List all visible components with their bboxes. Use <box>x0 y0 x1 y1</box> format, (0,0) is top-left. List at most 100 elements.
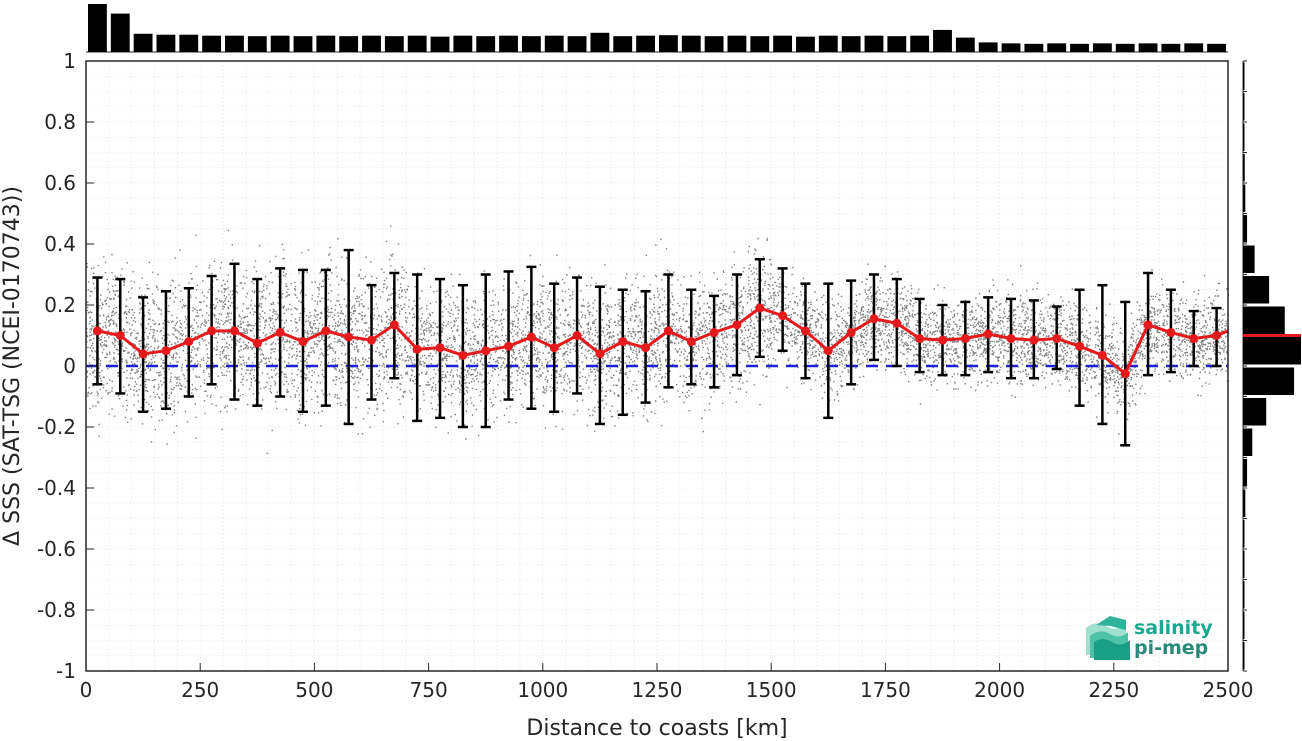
wave-logo-icon <box>1086 616 1130 660</box>
mean-point <box>1097 350 1107 360</box>
top-histogram-bar <box>270 35 290 52</box>
y-tick-label: 0.2 <box>44 293 76 317</box>
mean-point <box>869 314 879 324</box>
y-axis: 1 0.8 0.6 0.4 0.2 0 -0.2 -0.4 -0.6 -0.8 -1 <box>37 49 94 683</box>
x-tick-label: 1500 <box>746 678 797 702</box>
mean-point <box>732 320 742 330</box>
top-histogram-bar <box>1070 43 1089 52</box>
top-histogram-bar <box>430 36 450 52</box>
right-histogram-bar <box>1243 276 1270 304</box>
salinity-pi-mep-logo: salinity pi-mep <box>1086 616 1213 660</box>
top-histogram-bar <box>636 35 655 52</box>
top-histogram-bar <box>590 32 610 52</box>
mean-point <box>344 332 354 342</box>
right-histogram-bar <box>1243 93 1245 121</box>
top-histogram-bar <box>293 36 313 52</box>
x-axis-title: Distance to coasts [km] <box>526 716 787 741</box>
mean-point <box>1143 320 1153 330</box>
top-histogram-bar <box>499 35 518 52</box>
top-histogram <box>86 4 1228 53</box>
mean-point <box>504 341 514 351</box>
x-tick-label: 2250 <box>1088 678 1139 702</box>
top-histogram-bar <box>247 36 267 52</box>
top-histogram-bar <box>681 35 701 52</box>
top-histogram-bar <box>225 35 244 52</box>
top-histogram-bar <box>1047 43 1067 52</box>
right-histogram-bar <box>1243 581 1245 609</box>
top-histogram-bar <box>1161 43 1181 52</box>
x-tick-label: 500 <box>295 678 333 702</box>
mean-point <box>229 326 239 336</box>
top-histogram-bar <box>156 34 176 52</box>
right-histogram-bar <box>1243 398 1267 426</box>
error-bar <box>617 288 628 417</box>
top-histogram-bar <box>179 34 199 52</box>
mean-point <box>321 326 331 336</box>
y-axis-title: Δ SSS (SAT-TSG (NCEI-0170743)) <box>0 186 25 546</box>
mean-point <box>686 337 696 347</box>
right-histogram-bar <box>1243 611 1245 639</box>
mean-point <box>800 326 810 336</box>
top-histogram-bar <box>384 36 404 52</box>
top-histogram-bar <box>1207 43 1226 52</box>
top-histogram-bar <box>88 4 107 52</box>
x-tick-label: 1000 <box>517 678 568 702</box>
mean-point <box>458 350 468 360</box>
top-histogram-bar <box>933 29 952 52</box>
mean-point <box>709 327 719 337</box>
mean-point <box>1006 334 1016 344</box>
top-histogram-bar <box>659 35 678 52</box>
mean-point <box>572 331 582 340</box>
top-histogram-bar <box>887 36 907 52</box>
top-histogram-bar <box>750 36 770 52</box>
mean-point <box>138 349 148 359</box>
mean-point <box>161 346 171 356</box>
top-histogram-bar <box>1184 43 1204 52</box>
x-tick-label: 1750 <box>860 678 911 702</box>
right-histogram-bar <box>1243 245 1255 273</box>
mean-point <box>526 332 536 342</box>
top-histogram-bar <box>1115 43 1135 52</box>
right-histogram-bar <box>1243 642 1245 670</box>
mean-point <box>1189 334 1199 344</box>
right-histogram-bar <box>1243 184 1246 212</box>
error-bar <box>709 294 720 389</box>
top-histogram-bar <box>704 36 724 52</box>
top-histogram-bar <box>841 36 861 52</box>
y-tick-label: -0.2 <box>37 415 76 439</box>
top-histogram-bar <box>1024 43 1044 52</box>
right-histogram-bar <box>1243 428 1253 456</box>
top-histogram-bar <box>202 35 222 52</box>
mean-point <box>115 331 125 340</box>
top-histogram-bar <box>978 42 998 52</box>
mean-point <box>983 329 993 339</box>
right-histogram-bar <box>1243 154 1245 182</box>
mean-point <box>207 326 217 336</box>
right-histogram-bar <box>1243 550 1245 578</box>
error-bar <box>777 267 788 352</box>
top-histogram-bar <box>910 35 930 52</box>
top-histogram-bar <box>110 13 130 53</box>
mean-point <box>389 320 399 330</box>
top-histogram-bar <box>544 35 564 52</box>
y-tick-label: -0.4 <box>37 476 76 500</box>
right-histogram-bar <box>1243 337 1301 365</box>
x-tick-label: 2500 <box>1203 678 1254 702</box>
mean-point <box>435 343 445 353</box>
right-histogram-bar <box>1243 215 1248 243</box>
mean-point <box>252 338 262 348</box>
y-tick-label: -1 <box>56 659 76 683</box>
logo-line2: pi-mep <box>1134 637 1208 659</box>
x-tick-label: 0 <box>80 678 93 702</box>
top-histogram-bar <box>1092 43 1112 52</box>
mean-point <box>618 337 628 347</box>
x-axis: 0 250 500 750 1000 1250 1500 1750 2000 2250 2500 <box>80 663 1254 702</box>
mean-point <box>846 327 856 337</box>
y-tick-label: 1 <box>63 49 76 73</box>
top-histogram-bar <box>818 35 838 52</box>
right-histogram-bar <box>1243 367 1295 395</box>
top-histogram-bar <box>362 35 381 52</box>
mean-point <box>1120 369 1130 379</box>
mean-point <box>938 335 947 345</box>
